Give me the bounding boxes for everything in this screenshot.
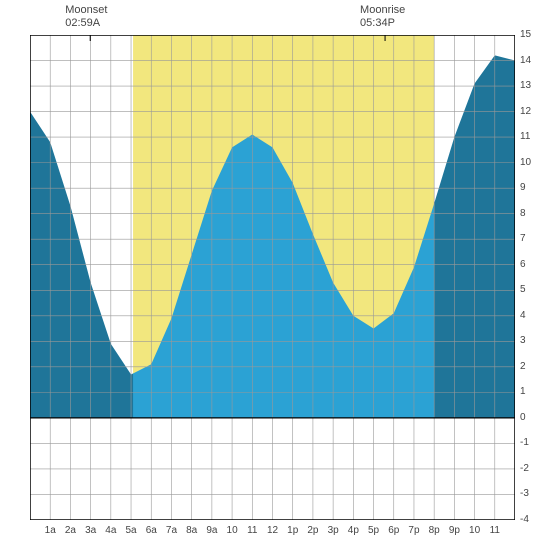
y-tick-label: 4 — [520, 310, 526, 321]
y-tick-label: 3 — [520, 335, 526, 346]
x-tick-label: 8a — [183, 525, 201, 536]
x-tick-label: 8p — [425, 525, 443, 536]
y-tick-label: 5 — [520, 284, 526, 295]
y-tick-label: 1 — [520, 386, 526, 397]
x-tick-label: 7p — [405, 525, 423, 536]
y-tick-label: 6 — [520, 259, 526, 270]
y-tick-label: -4 — [520, 514, 529, 525]
x-tick-label: 6a — [142, 525, 160, 536]
y-tick-label: 10 — [520, 157, 531, 168]
y-tick-label: 9 — [520, 182, 526, 193]
x-tick-label: 12 — [264, 525, 282, 536]
x-tick-label: 5p — [365, 525, 383, 536]
x-tick-label: 7a — [162, 525, 180, 536]
x-tick-label: 11 — [486, 525, 504, 536]
moonset-label: Moonset02:59A — [65, 4, 107, 30]
x-tick-label: 10 — [223, 525, 241, 536]
x-tick-label: 1a — [41, 525, 59, 536]
x-tick-label: 3p — [324, 525, 342, 536]
moon-event-time: 02:59A — [65, 17, 107, 30]
y-tick-label: 15 — [520, 29, 531, 40]
moon-event-title: Moonrise — [360, 4, 405, 17]
moonrise-label: Moonrise05:34P — [360, 4, 405, 30]
moon-event-time: 05:34P — [360, 17, 405, 30]
x-tick-label: 3a — [82, 525, 100, 536]
x-tick-label: 1p — [284, 525, 302, 536]
x-tick-label: 4p — [344, 525, 362, 536]
x-tick-label: 6p — [385, 525, 403, 536]
x-tick-label: 9a — [203, 525, 221, 536]
tide-chart — [30, 35, 515, 520]
y-tick-label: 7 — [520, 233, 526, 244]
y-tick-label: -1 — [520, 437, 529, 448]
x-tick-label: 9p — [445, 525, 463, 536]
moon-event-title: Moonset — [65, 4, 107, 17]
y-tick-label: 0 — [520, 412, 526, 423]
x-tick-label: 11 — [243, 525, 261, 536]
moon-event-labels: Moonset02:59A Moonrise05:34P — [0, 4, 550, 34]
y-tick-label: -3 — [520, 488, 529, 499]
x-tick-label: 10 — [466, 525, 484, 536]
x-tick-label: 2p — [304, 525, 322, 536]
y-tick-label: -2 — [520, 463, 529, 474]
y-tick-label: 12 — [520, 106, 531, 117]
y-tick-label: 11 — [520, 131, 530, 142]
y-tick-label: 13 — [520, 80, 531, 91]
x-tick-label: 2a — [61, 525, 79, 536]
y-tick-label: 2 — [520, 361, 526, 372]
x-tick-label: 5a — [122, 525, 140, 536]
y-tick-label: 14 — [520, 55, 531, 66]
tide-chart-container: Moonset02:59AMoonrise05:34P -4-3-2-10123… — [0, 0, 550, 550]
x-tick-label: 4a — [102, 525, 120, 536]
y-tick-label: 8 — [520, 208, 526, 219]
